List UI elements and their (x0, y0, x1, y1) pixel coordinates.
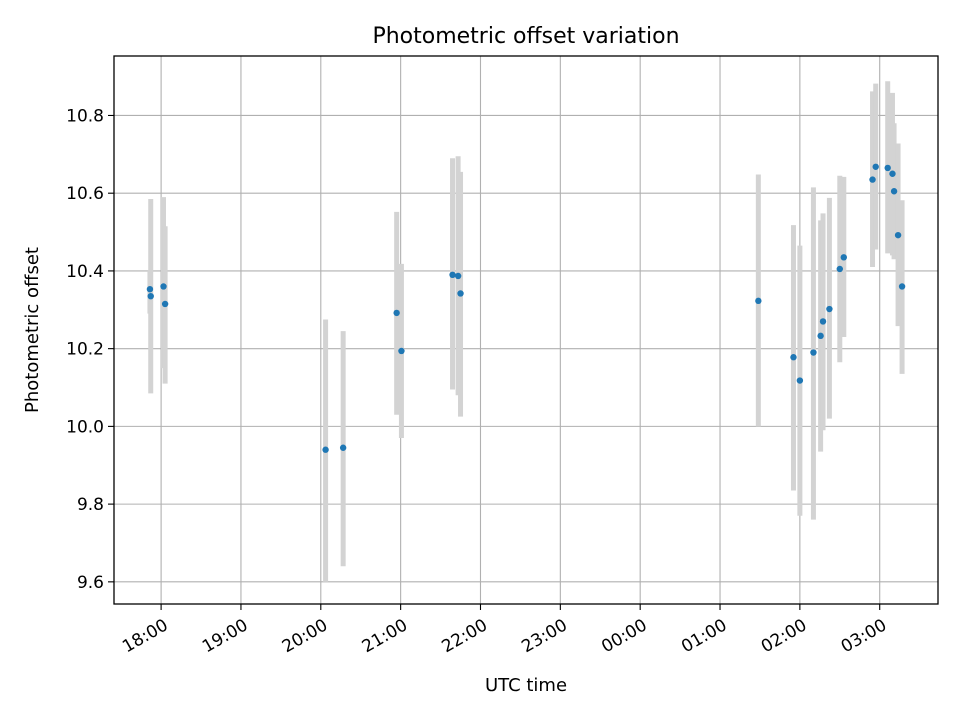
data-point-0-2 (160, 283, 167, 290)
data-point-0-25 (894, 231, 902, 239)
y-axis-label: Photometric offset (22, 247, 43, 413)
data-point-0-10 (457, 290, 464, 297)
data-point-0-6 (393, 309, 400, 317)
y-tick-label-6: 10.8 (66, 106, 104, 126)
data-point-0-13 (796, 377, 804, 384)
data-point-0-23 (889, 170, 896, 177)
y-tick-label-0: 9.6 (77, 573, 104, 593)
data-point-0-18 (836, 265, 843, 273)
data-point-0-9 (454, 272, 462, 280)
y-tick-label-4: 10.4 (66, 262, 104, 282)
y-tick-label-2: 10.0 (66, 417, 104, 437)
point-layer (146, 163, 906, 453)
data-point-0-1 (147, 292, 154, 300)
data-point-0-11 (755, 297, 762, 305)
chart-title: Photometric offset variation (372, 24, 679, 49)
y-tick-label-3: 10.2 (66, 340, 104, 360)
y-tick-label-5: 10.6 (66, 184, 104, 204)
y-tick-label-1: 9.8 (77, 495, 104, 515)
data-point-0-21 (872, 163, 879, 170)
data-point-0-17 (826, 305, 833, 313)
grid-layer (114, 56, 938, 604)
data-point-0-16 (819, 318, 827, 325)
data-point-0-7 (398, 347, 405, 355)
data-point-0-4 (322, 446, 329, 453)
data-point-0-26 (898, 283, 906, 290)
data-point-0-0 (146, 285, 154, 293)
data-point-0-5 (339, 444, 347, 451)
data-point-0-15 (817, 332, 824, 340)
data-point-0-12 (790, 354, 797, 361)
data-point-0-8 (449, 271, 456, 279)
data-point-0-3 (161, 300, 169, 308)
plot-area-frame (113, 55, 939, 605)
data-point-0-20 (869, 176, 876, 183)
data-point-0-19 (840, 254, 847, 261)
x-axis-label: UTC time (485, 675, 567, 696)
data-point-0-22 (884, 164, 891, 172)
data-point-0-14 (810, 349, 817, 356)
data-point-0-24 (890, 188, 898, 195)
